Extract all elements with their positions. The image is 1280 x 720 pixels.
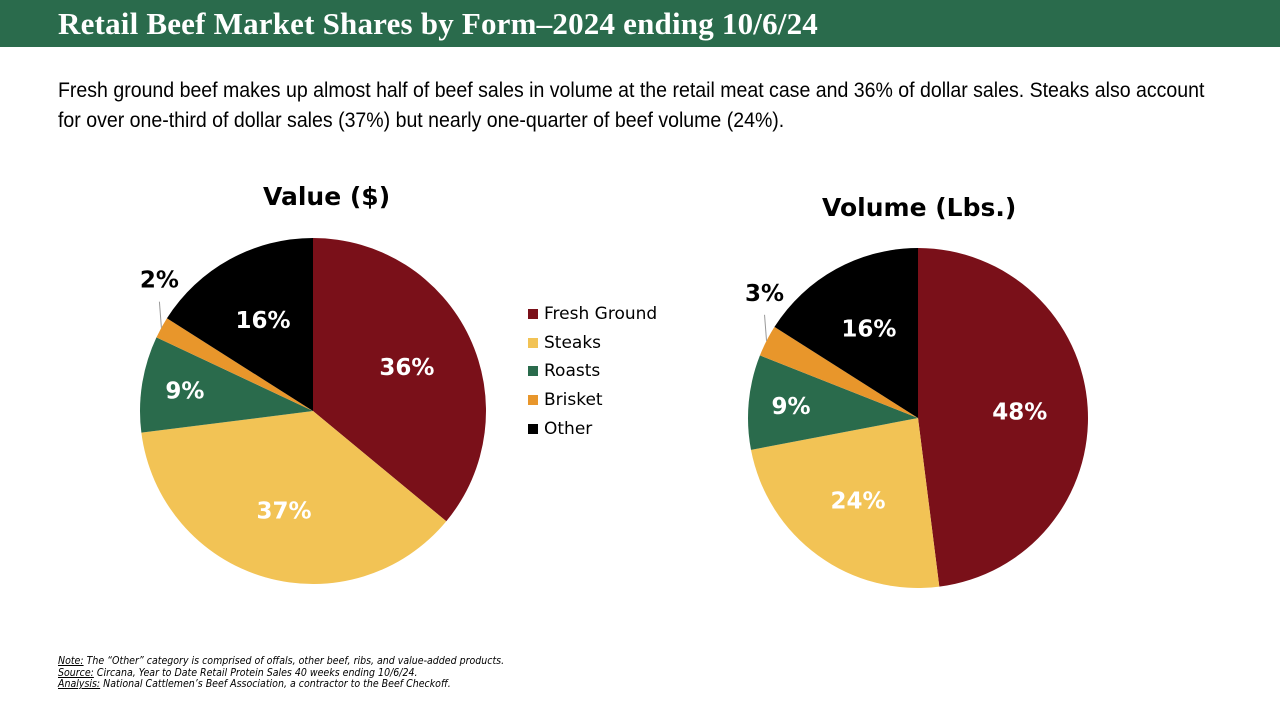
legend-item-brisket: Brisket: [528, 386, 657, 415]
legend-swatch: [528, 309, 538, 320]
legend-swatch: [528, 366, 538, 377]
legend-label: Fresh Ground: [544, 304, 658, 325]
legend-swatch: [528, 395, 538, 406]
chart-title-value: Value ($): [263, 182, 391, 211]
pie-slice-steaks: [141, 411, 447, 585]
data-label: 37%: [257, 499, 312, 525]
data-label: 36%: [379, 355, 434, 381]
pie-slice-other: [774, 248, 918, 418]
subtitle: Fresh ground beef makes up almost half o…: [58, 79, 1205, 132]
legend: Fresh Ground Steaks Roasts Brisket Other: [528, 300, 657, 443]
pie-slice-fresh-ground: [313, 238, 486, 522]
legend-item-roasts: Roasts: [528, 357, 657, 386]
legend-item-fresh-ground: Fresh Ground: [528, 300, 657, 329]
legend-label: Brisket: [544, 390, 603, 411]
pie-slice-roasts: [748, 355, 918, 450]
page-title: Retail Beef Market Shares by Form–2024 e…: [58, 6, 818, 41]
legend-item-steaks: Steaks: [528, 329, 657, 358]
data-label: 9%: [772, 394, 811, 420]
data-label: 24%: [831, 489, 886, 515]
legend-label: Steaks: [544, 332, 602, 353]
data-label: 2%: [140, 268, 179, 294]
footnotes: Note: The “Other” category is comprised …: [58, 655, 505, 691]
source-line: Source: Circana, Year to Date Retail Pro…: [58, 666, 418, 679]
data-label: 16%: [235, 308, 290, 334]
legend-swatch: [528, 423, 538, 434]
data-label: 48%: [992, 400, 1047, 426]
header-bar: Retail Beef Market Shares by Form–2024 e…: [0, 0, 1280, 47]
pie-slice-fresh-ground: [918, 248, 1088, 587]
data-label: 3%: [745, 281, 784, 307]
legend-label: Other: [544, 418, 593, 439]
legend-item-other: Other: [528, 414, 657, 443]
pie-slice-brisket: [759, 326, 918, 418]
pie-slice-steaks: [751, 418, 940, 589]
leader-line: [158, 301, 162, 328]
data-label: 9%: [165, 379, 204, 405]
leader-line: [764, 314, 768, 341]
note-line: Note: The “Other” category is comprised …: [58, 655, 505, 667]
chart-title-volume: Volume (Lbs.): [822, 193, 1017, 222]
legend-label: Roasts: [544, 361, 601, 382]
pie-slice-brisket: [156, 318, 313, 411]
pie-slice-other: [166, 237, 313, 411]
legend-swatch: [528, 337, 538, 348]
pie-slice-roasts: [140, 337, 313, 433]
analysis-line: Analysis: National Cattlemen’s Beef Asso…: [58, 678, 451, 690]
data-label: 16%: [841, 317, 896, 343]
